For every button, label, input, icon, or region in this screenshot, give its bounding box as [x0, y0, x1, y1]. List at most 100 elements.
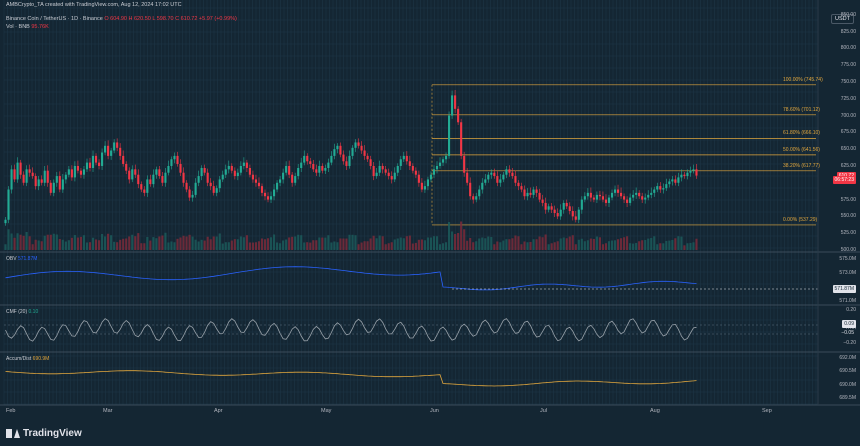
candle-body — [116, 142, 119, 148]
volume-bar — [429, 237, 433, 250]
volume-bar — [517, 236, 520, 250]
candle-body — [227, 165, 230, 170]
ohlc-values: O 604.90 H 620.50 L 598.70 C 610.72 +5.9… — [104, 16, 237, 22]
candle-body — [457, 108, 460, 123]
tradingview-icon — [6, 429, 20, 438]
volume-bar — [438, 244, 442, 250]
candle-body — [692, 169, 695, 171]
candle-body — [387, 172, 390, 177]
volume-bar — [538, 236, 541, 250]
candle-body — [390, 176, 393, 180]
candle-body — [607, 197, 611, 203]
candle-body — [583, 196, 586, 200]
candle-body — [532, 189, 535, 195]
candle-body — [257, 182, 261, 187]
volume-bar — [478, 238, 481, 250]
volume-bar — [257, 241, 261, 250]
fib-level-label: 100.00% (745.74) — [783, 76, 823, 83]
cmf-legend[interactable]: CMF (20) 0.10 — [6, 309, 38, 315]
candle-body — [324, 167, 327, 171]
volume-bar — [203, 240, 206, 250]
volume-bar — [381, 236, 384, 250]
volume-bar — [647, 238, 650, 250]
fib-level-label: 78.60% (701.12) — [783, 106, 820, 113]
volume-bar — [369, 238, 372, 250]
candle-body — [665, 184, 668, 189]
candle-body — [273, 189, 276, 197]
candle-body — [279, 179, 282, 183]
candle-body — [553, 209, 556, 214]
candle-body — [149, 179, 152, 185]
volume-bar — [496, 241, 499, 250]
volume-bar — [601, 244, 605, 250]
tradingview-logo[interactable]: TradingView — [6, 428, 82, 439]
candle-body — [369, 159, 372, 166]
volume-bar — [580, 238, 583, 250]
candle-body — [110, 150, 113, 156]
candle-body — [550, 206, 553, 210]
candle-body — [451, 95, 454, 116]
volume-bar — [300, 235, 303, 250]
volume-bar — [67, 240, 70, 250]
candle-body — [490, 172, 493, 175]
price-axis-label: 625.00 — [840, 162, 856, 169]
volume-bar — [179, 237, 182, 250]
candle-body — [466, 172, 469, 183]
symbol-legend[interactable]: Binance Coin / TetherUS · 1D · Binance O… — [6, 16, 237, 22]
candle-body — [318, 165, 321, 173]
obv-value: 571.87M — [17, 256, 38, 262]
candle-body — [526, 192, 529, 197]
volume-bar — [508, 239, 511, 250]
volume-bar — [375, 238, 378, 250]
obv-legend[interactable]: OBV 571.87M — [6, 256, 37, 262]
volume-bar — [218, 233, 221, 250]
accum-legend[interactable]: Accum/Dist 690.9M — [6, 356, 49, 362]
candle-body — [363, 150, 366, 156]
volume-bar — [107, 233, 110, 250]
volume-bar — [532, 239, 535, 250]
candle-body — [143, 189, 146, 193]
volume-bar — [101, 234, 104, 250]
volume-bar — [324, 237, 327, 250]
candle-body — [441, 159, 445, 163]
candle-body — [493, 172, 496, 177]
candle-body — [408, 161, 411, 166]
volume-bar — [613, 240, 617, 250]
volume-bar — [239, 236, 242, 250]
candle-body — [79, 170, 82, 175]
symbol-name: Binance Coin / TetherUS · 1D · Binance — [6, 16, 103, 22]
candle-body — [140, 184, 143, 190]
volume-legend[interactable]: Vol · BNB 95.76K — [6, 24, 49, 30]
volume-bar — [574, 244, 577, 250]
candle-body — [378, 165, 381, 173]
volume-bar — [215, 236, 218, 250]
volume-bar — [110, 235, 113, 250]
volume-bar — [378, 235, 381, 250]
volume-bar — [64, 241, 67, 250]
volume-bar — [547, 244, 550, 250]
fib-level-label: 0.00% (537.29) — [783, 216, 818, 223]
candle-body — [88, 162, 92, 168]
volume-bar — [635, 242, 638, 250]
candle-body — [574, 216, 577, 220]
candle-body — [487, 174, 490, 180]
candle-body — [152, 174, 155, 185]
candle-body — [230, 165, 233, 171]
candle-body — [475, 196, 478, 200]
volume-bar — [233, 239, 236, 250]
volume-bar — [366, 241, 369, 250]
candle-body — [91, 155, 95, 168]
currency-button[interactable]: USDT — [831, 14, 854, 24]
volume-bar — [405, 236, 408, 250]
candle-body — [64, 174, 67, 180]
cmf-label: CMF (20) — [6, 309, 28, 315]
volume-bar — [396, 238, 399, 250]
volume-bar — [212, 236, 215, 250]
brand-text: TradingView — [23, 428, 82, 439]
candle-body — [73, 165, 76, 178]
candle-body — [348, 155, 351, 166]
obv-label: OBV — [6, 256, 17, 262]
volume-bar — [82, 235, 86, 250]
